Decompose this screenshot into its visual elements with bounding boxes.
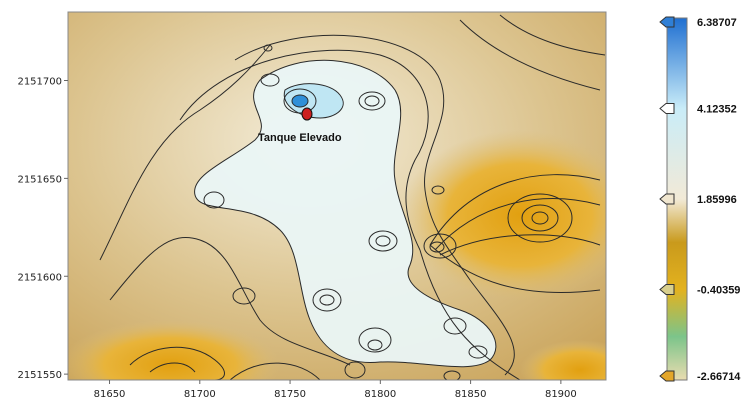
colorbar-tick-label: 1.85996 — [697, 194, 737, 206]
low-zone-bottom-left — [68, 320, 280, 380]
colorbar-marker — [659, 16, 675, 28]
plot-area: Tanque Elevado — [68, 12, 606, 380]
x-tick-label: 81700 — [184, 389, 216, 400]
y-tick-label: 2151700 — [17, 77, 62, 88]
colorbar-marker — [659, 370, 675, 382]
low-zone-bottom-right — [520, 340, 606, 380]
y-tick-label: 2151600 — [17, 272, 62, 283]
colorbar-tick-label: 6.38707 — [697, 17, 737, 29]
x-tick-label: 81800 — [364, 389, 396, 400]
x-axis: 81650 81700 81750 81800 81850 81900 — [94, 380, 577, 400]
annotation-label: Tanque Elevado — [258, 132, 342, 144]
colorbar-marker — [659, 193, 675, 205]
high-zone-core — [284, 83, 344, 118]
y-tick-label: 2151550 — [17, 370, 62, 381]
colorbar-ticks: 6.38707 4.12352 1.85996 -0.40359 -2.66714 — [659, 16, 741, 383]
x-tick-label: 81650 — [94, 389, 126, 400]
colorbar-marker — [659, 284, 675, 295]
annotation-tanque-elevado: Tanque Elevado — [258, 107, 342, 144]
plot-frame — [67, 11, 607, 381]
x-tick-label: 81900 — [545, 389, 577, 400]
x-tick-label: 81750 — [274, 389, 306, 400]
colorbar-tick-label: 4.12352 — [697, 103, 737, 115]
colorbar-marker — [659, 103, 675, 114]
y-axis: 2151550 2151600 2151650 2151700 — [17, 77, 68, 381]
x-tick-label: 81850 — [455, 389, 487, 400]
low-zone-right — [400, 130, 606, 300]
colorbar-tick-label: -0.40359 — [697, 285, 740, 297]
contour-lines — [99, 14, 606, 380]
colorbar-tick-label: -2.66714 — [697, 371, 741, 383]
tank-marker — [301, 107, 313, 121]
high-zone-plume — [194, 60, 496, 367]
high-zone-peak — [292, 95, 308, 107]
colorbar: 6.38707 4.12352 1.85996 -0.40359 -2.66714 — [659, 16, 741, 383]
y-tick-label: 2151650 — [17, 174, 62, 185]
